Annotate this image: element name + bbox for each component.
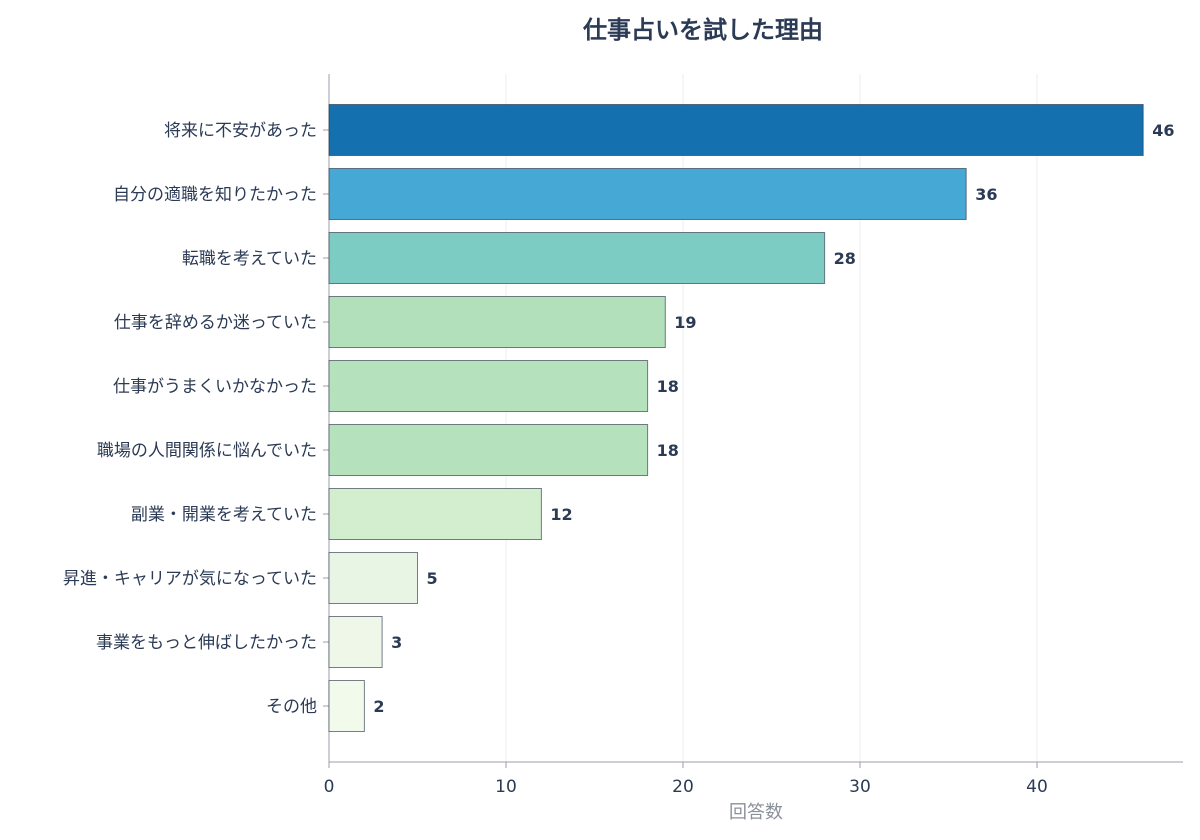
bar: [328, 424, 649, 476]
category-label: 事業をもっと伸ばしたかった: [96, 633, 317, 653]
data-label: 19: [674, 313, 696, 332]
category-label: 職場の人間関係に悩んでいた: [97, 441, 317, 461]
bar: [328, 232, 826, 284]
x-tick-label: 0: [324, 777, 335, 797]
bars: [328, 104, 1144, 732]
bar: [328, 296, 666, 348]
data-label: 18: [657, 377, 679, 396]
bar: [328, 616, 383, 668]
category-label: 仕事がうまくいかなかった: [113, 377, 317, 397]
bar: [328, 680, 365, 732]
data-label: 46: [1152, 121, 1174, 140]
category-label: 仕事を辞めるか迷っていた: [114, 313, 317, 333]
x-tick-label: 10: [495, 777, 517, 797]
bar: [328, 360, 649, 412]
bar: [328, 168, 967, 220]
category-label: 昇進・キャリアが気になっていた: [63, 569, 317, 589]
data-label: 18: [657, 441, 679, 460]
x-axis-label: 回答数: [729, 802, 783, 823]
bar: [328, 488, 542, 540]
data-label: 12: [550, 505, 572, 524]
data-label: 3: [391, 633, 402, 652]
category-label: その他: [266, 697, 317, 717]
bar: [328, 552, 418, 604]
labels: 0 10 20 30 40 将来に不安があった 46 自分の適職を知りたかった 36 転職を考えて…: [63, 121, 1175, 797]
data-label: 2: [373, 697, 384, 716]
bar: [328, 104, 1144, 156]
data-label: 36: [975, 185, 997, 204]
x-tick-label: 20: [672, 777, 694, 797]
category-label: 自分の適職を知りたかった: [113, 185, 317, 205]
chart-title: 仕事占いを試した理由: [582, 16, 823, 44]
x-tick-label: 30: [849, 777, 871, 797]
x-tick-label: 40: [1026, 777, 1048, 797]
category-label: 副業・開業を考えていた: [131, 505, 317, 525]
category-label: 将来に不安があった: [164, 121, 317, 141]
data-label: 28: [834, 249, 856, 268]
data-label: 5: [427, 569, 438, 588]
category-label: 転職を考えていた: [182, 249, 317, 269]
